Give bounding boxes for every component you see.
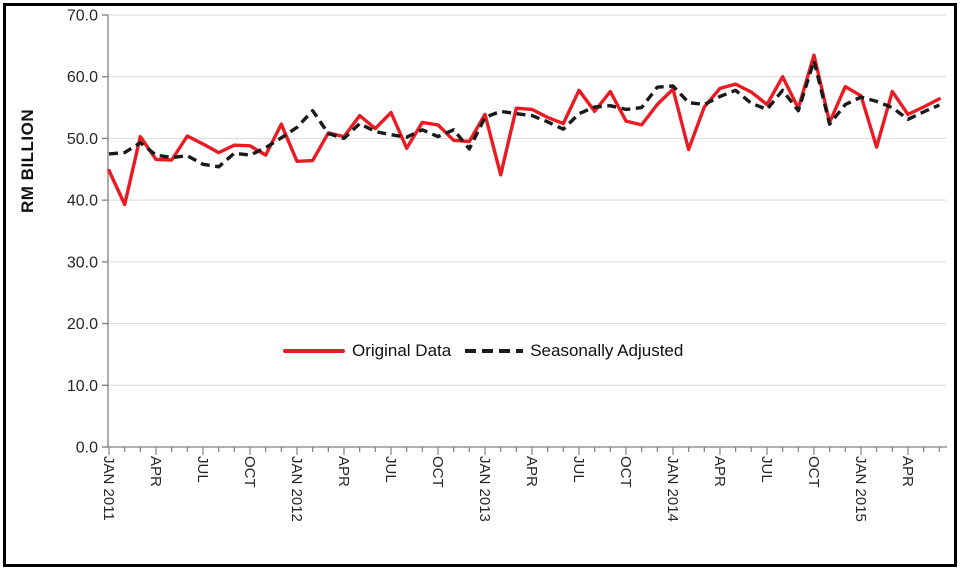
legend-solid-line-swatch — [283, 349, 345, 353]
legend-label: Original Data — [352, 341, 452, 360]
x-tick-label: JAN 2013 — [476, 456, 493, 522]
y-tick-label: 20.0 — [67, 316, 98, 333]
x-tick-label: APR — [147, 456, 164, 487]
x-tick-label: APR — [335, 456, 352, 487]
x-tick-label: OCT — [429, 456, 446, 488]
x-tick-label: JUL — [194, 456, 211, 483]
legend: Original Data Seasonally Adjusted — [283, 341, 683, 361]
y-tick-label: 40.0 — [67, 193, 98, 210]
x-tick-label: APR — [899, 456, 916, 487]
x-tick-label: JAN 2012 — [288, 456, 305, 522]
y-tick-label: 60.0 — [67, 69, 98, 86]
legend-dashed-line-swatch — [465, 349, 524, 353]
y-tick-label: 70.0 — [67, 8, 98, 25]
legend-label: Seasonally Adjusted — [530, 341, 684, 360]
x-tick-label: JUL — [570, 456, 587, 483]
x-tick-label: OCT — [617, 456, 634, 488]
legend-item-original-data: Original Data — [283, 341, 451, 361]
x-tick-label: APR — [711, 456, 728, 487]
x-tick-label: JUL — [758, 456, 775, 483]
x-tick-label: JAN 2011 — [100, 456, 117, 521]
x-tick-label: OCT — [805, 456, 822, 488]
series-line-seasonally-adjusted — [108, 59, 940, 169]
y-tick-label: 50.0 — [67, 131, 98, 148]
legend-item-seasonally-adjusted: Seasonally Adjusted — [465, 341, 683, 361]
y-tick-label: 10.0 — [67, 378, 98, 395]
x-tick-label: JAN 2015 — [852, 456, 869, 522]
x-tick-label: OCT — [241, 456, 258, 488]
x-tick-label: APR — [523, 456, 540, 487]
x-tick-label: JAN 2014 — [664, 456, 681, 522]
x-tick-label: JUL — [382, 456, 399, 483]
y-tick-label: 30.0 — [67, 254, 98, 271]
outer-border — [3, 3, 957, 567]
y-tick-label: 0.0 — [76, 440, 98, 457]
